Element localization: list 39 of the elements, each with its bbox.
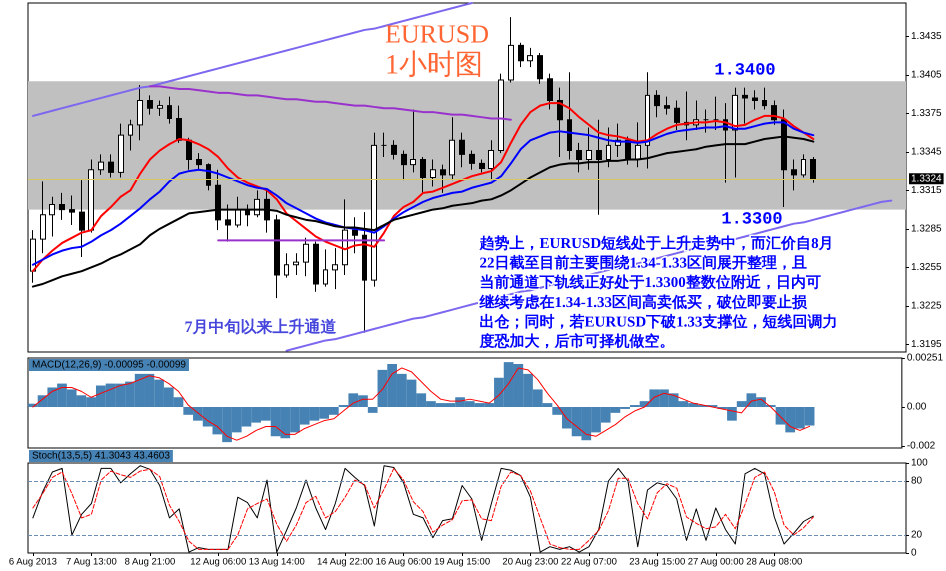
x-tick-label: 28 Aug 08:00 [746, 556, 802, 568]
x-tick-label: 27 Aug 00:00 [688, 556, 744, 568]
x-tick-label: 16 Aug 06:00 [376, 556, 432, 568]
y-tick-label: 0.00 [906, 402, 927, 412]
y-tick-label: -0.002 [906, 440, 936, 452]
candlestick [176, 105, 182, 144]
candlestick [49, 196, 55, 238]
x-tick-label: 14 Aug 22:00 [317, 556, 374, 568]
candlestick [118, 123, 124, 178]
x-tick-label: 19 Aug 15:00 [434, 556, 490, 568]
candlestick [59, 192, 65, 220]
chart-title: Stoch(13,5,5) 41.3043 43.4603 [32, 450, 170, 462]
bar [368, 407, 378, 413]
x-tick-label: 6 Aug 2013 [8, 556, 57, 568]
x-tick-label: 7 Aug 13:00 [66, 556, 117, 568]
x-tick-label: 8 Aug 21:00 [124, 556, 176, 568]
y-tick-label: 80 [911, 476, 923, 486]
candlestick [98, 154, 104, 176]
y-tick-label: 0.00251 [906, 352, 944, 364]
y-tick-label: 100 [911, 458, 928, 468]
candlestick [88, 159, 94, 234]
x-tick-label: 22 Aug 07:00 [560, 556, 617, 568]
candlestick [147, 94, 153, 116]
candlestick [69, 194, 75, 226]
candlestick [128, 119, 133, 152]
x-tick-label: 13 Aug 14:00 [248, 556, 305, 568]
candlestick [40, 180, 46, 254]
x-tick-label: 12 Aug 06:00 [190, 556, 246, 568]
chart-title: MACD(12,26,9) -0.00095 -0.00099 [32, 360, 186, 370]
candlestick [108, 154, 114, 178]
candlestick [30, 230, 36, 284]
x-tick-label: 20 Aug 23:00 [502, 556, 558, 568]
candlestick [167, 96, 172, 124]
candlestick [157, 100, 163, 116]
candlestick [79, 180, 85, 258]
y-tick-label: 20 [911, 530, 923, 540]
candlestick [137, 84, 143, 141]
y-tick-label: 0 [911, 548, 917, 558]
x-tick-label: 23 Aug 15:00 [629, 556, 686, 568]
